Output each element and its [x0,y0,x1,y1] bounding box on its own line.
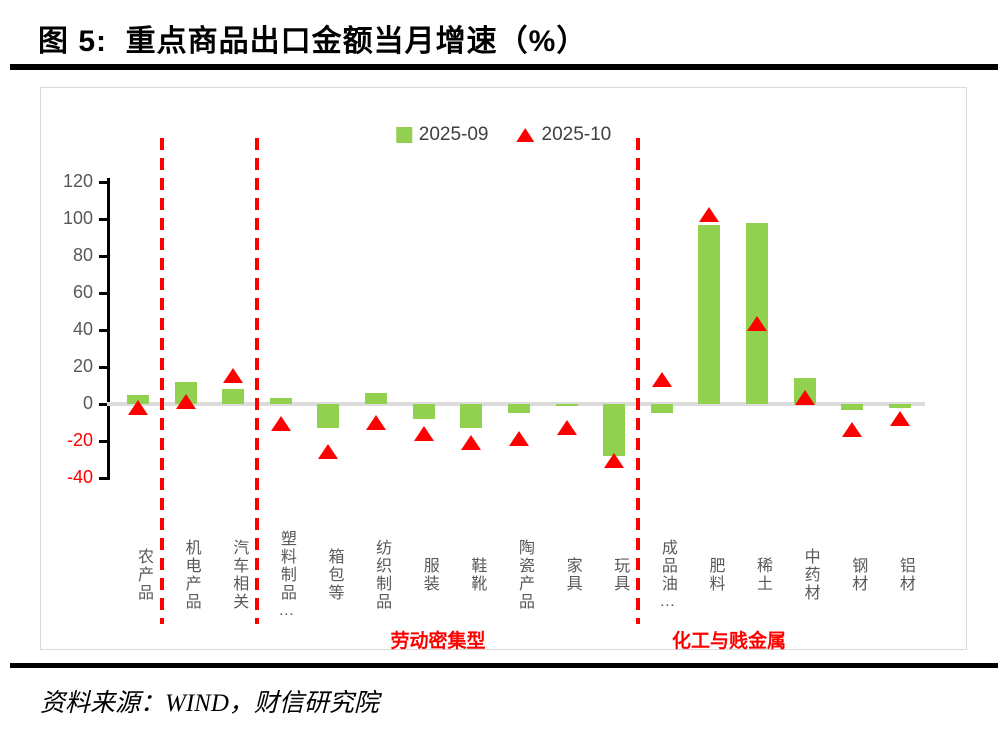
bar-2025-09 [507,404,530,414]
triangle-marker-2025-10 [270,416,291,432]
green-square-icon [395,127,412,143]
triangle-marker-2025-10 [604,453,625,469]
legend-label: 2025-09 [418,124,489,145]
category-label: 成品油… [658,538,676,612]
category-label: 服装 [420,557,438,593]
bar-2025-09 [603,404,626,456]
y-tick-label: 40 [72,319,93,339]
category-label: 机电产品 [182,539,200,611]
category-label: 稀土 [754,557,772,593]
y-axis-line [107,178,110,480]
triangle-marker-2025-10 [842,421,863,437]
legend-item-2025-10: 2025-10 [516,124,612,146]
category-label: 中药材 [801,548,819,602]
y-tick-label: -20 [66,430,93,450]
data-source: 资料来源：WIND，财信研究院 [40,690,379,717]
y-axis-tick [99,217,108,221]
triangle-marker-2025-10 [318,444,339,460]
triangle-marker-2025-10 [889,410,910,426]
y-tick-label: 100 [62,208,93,228]
y-axis-tick [99,476,108,480]
triangle-marker-2025-10 [366,414,387,430]
group-label-chemicals-base-metals: 化工与贱金属 [671,631,787,652]
bar-2025-09 [412,404,435,419]
triangle-marker-2025-10 [556,420,577,436]
red-triangle-icon [516,128,535,142]
figure-title: 图 5: 重点商品出口金额当月增速（%） [38,25,588,58]
separator-dashed-line [255,138,260,624]
y-axis-tick [99,291,108,295]
category-label: 箱包等 [325,548,343,602]
bar-2025-09 [269,398,292,404]
triangle-marker-2025-10 [413,425,434,441]
chart-legend: 2025-09 2025-10 [395,124,612,146]
y-tick-label: 80 [72,245,93,265]
y-axis-tick [99,328,108,332]
bar-2025-09 [127,394,149,404]
category-label: 塑料制品… [277,529,295,621]
triangle-marker-2025-10 [223,368,244,384]
bar-2025-09 [555,404,578,406]
triangle-marker-2025-10 [175,394,196,410]
bar-2025-09 [888,404,911,408]
y-tick-label: 120 [62,171,93,191]
bar-2025-09 [650,404,673,414]
category-label: 汽车相关 [230,539,248,611]
category-label: 肥料 [706,557,724,593]
category-label: 农产品 [135,548,152,602]
category-label: 铝材 [896,557,914,593]
chart-area: 2025-09 2025-10 劳动密集型 化工与贱金属 120 100 80 60 4… [40,87,967,652]
y-tick-label: -40 [66,467,93,487]
triangle-marker-2025-10 [508,431,529,447]
bar-2025-09 [365,392,388,404]
legend-item-2025-09: 2025-09 [395,124,489,146]
y-axis-tick [99,402,108,406]
y-tick-label: 0 [82,393,93,413]
separator-dashed-line [636,138,640,624]
category-label: 陶瓷产品 [515,539,533,611]
bar-2025-09 [460,404,483,429]
separator-dashed-line [159,138,164,624]
triangle-marker-2025-10 [794,390,815,406]
bar-2025-09 [222,389,245,404]
y-axis-tick [99,254,108,258]
triangle-marker-2025-10 [699,207,720,223]
category-label: 钢材 [849,557,867,593]
category-label: 玩具 [611,557,629,593]
y-tick-label: 20 [72,356,93,376]
triangle-marker-2025-10 [651,371,672,387]
triangle-marker-2025-10 [461,434,482,450]
category-label: 纺织制品 [373,539,391,611]
bar-2025-09 [698,224,721,404]
group-label-labor-intensive: 劳动密集型 [390,631,486,652]
legend-label: 2025-10 [541,124,612,145]
category-label: 鞋靴 [468,557,486,593]
triangle-marker-2025-10 [747,316,768,332]
bar-2025-09 [841,404,864,410]
triangle-marker-2025-10 [128,399,148,415]
bottom-divider [10,663,998,668]
bar-2025-09 [746,222,769,404]
y-axis-tick [99,365,108,369]
y-axis-tick [99,439,108,443]
y-tick-label: 60 [72,282,93,302]
y-axis-tick [99,180,108,184]
category-label: 家具 [563,557,581,593]
bar-2025-09 [317,404,340,429]
title-divider [10,64,998,70]
